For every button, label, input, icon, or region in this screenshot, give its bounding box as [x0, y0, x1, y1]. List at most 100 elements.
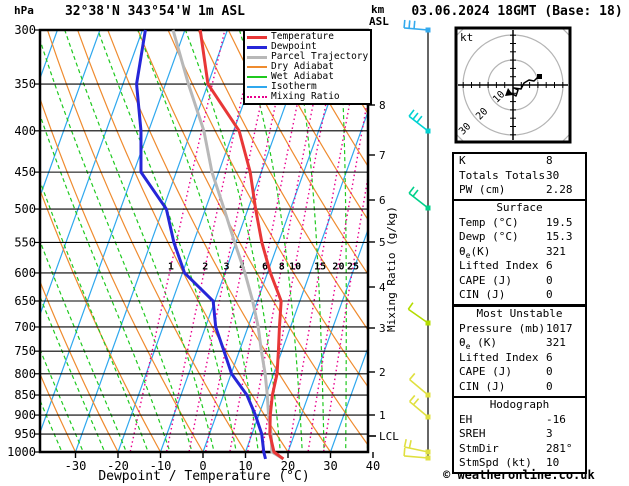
- table-row-value: 0: [546, 288, 553, 301]
- table-row-label: EH: [459, 412, 473, 426]
- table-row: PW (cm) 2.28: [454, 183, 585, 198]
- table-row-value: 30: [546, 168, 560, 182]
- mixing-ratio-axis-label: Mixing Ratio (g/kg): [385, 206, 398, 332]
- table-row-value: 2.28: [546, 183, 573, 196]
- temperature-curve: [198, 29, 285, 461]
- stats-table-title: Surface: [496, 201, 543, 214]
- table-row-value: 0: [546, 273, 553, 287]
- svg-text:25: 25: [347, 261, 359, 272]
- table-row: CAPE (J) 0: [454, 274, 585, 289]
- legend-item-label: Mixing Ratio: [271, 91, 340, 102]
- table-row-label: Lifted Index: [459, 259, 539, 272]
- table-row-label: StmDir: [459, 441, 499, 455]
- svg-text:20: 20: [281, 459, 295, 473]
- table-row-value: 321: [546, 244, 566, 258]
- svg-text:300: 300: [14, 23, 36, 37]
- svg-text:500: 500: [14, 202, 36, 216]
- svg-text:450: 450: [14, 165, 36, 179]
- table-row: Totals Totals 30: [454, 169, 585, 184]
- legend-item-label: Parcel Trajectory: [271, 51, 369, 62]
- station-title: 32°38'N 343°54'W 1m ASL: [64, 4, 245, 19]
- table-row: Lifted Index 6: [454, 351, 585, 366]
- table-row-value: 15.3: [546, 230, 573, 243]
- svg-text:-10: -10: [150, 459, 172, 473]
- svg-text:30: 30: [457, 121, 473, 137]
- x-axis-label: Dewpoint / Temperature (°C): [98, 469, 310, 484]
- table-row-label: PW (cm): [459, 183, 506, 196]
- isotherms: [40, 30, 368, 452]
- table-row-value: 0: [546, 379, 553, 393]
- svg-text:-30: -30: [65, 459, 87, 473]
- legend-item-label: Wet Adiabat: [271, 71, 334, 82]
- table-row-label: Lifted Index: [459, 350, 539, 364]
- svg-text:10: 10: [289, 261, 301, 272]
- km-ticks: 8 7 6 5 4 3 2 1: [368, 99, 386, 437]
- table-row: Temp (°C) 19.5: [454, 216, 585, 231]
- svg-text:550: 550: [14, 235, 36, 249]
- table-row: θe (K) 321: [454, 336, 585, 351]
- legend-item-label: Dry Adiabat: [271, 61, 334, 72]
- table-row: θe(K) 321: [454, 245, 585, 260]
- svg-text:2: 2: [379, 366, 386, 379]
- svg-text:900: 900: [14, 408, 36, 422]
- table-row-label: CAPE (J): [459, 273, 512, 287]
- table-row: EH -16: [454, 413, 585, 428]
- table-row-value: 281°: [546, 441, 573, 455]
- table-row-value: 321: [546, 336, 566, 349]
- svg-text:1000: 1000: [7, 445, 36, 459]
- svg-text:1: 1: [168, 261, 174, 272]
- table-row-label: K: [459, 154, 466, 167]
- table-row: Dewp (°C) 15.3: [454, 230, 585, 245]
- svg-text:750: 750: [14, 344, 36, 358]
- table-row: CAPE (J) 0: [454, 365, 585, 380]
- legend-line-sample: [247, 35, 267, 39]
- mixing-ratio-labels: 1 2 3 4 6 8 10 15 20 25: [168, 261, 359, 272]
- legend-item: Wet Adiabat: [247, 72, 368, 82]
- datetime-title: 03.06.2024 18GMT (Base: 18): [411, 4, 623, 19]
- svg-text:30: 30: [323, 459, 337, 473]
- stats-table: Hodograph EH -16 SREH 3 StmDir 281° StmSpd (kt)…: [452, 396, 587, 474]
- pressure-unit-label: hPa: [14, 4, 34, 17]
- legend-line-sample: [247, 55, 267, 59]
- svg-text:6: 6: [262, 261, 268, 272]
- svg-text:1: 1: [379, 409, 386, 422]
- table-row-label: θe (K): [459, 336, 497, 352]
- svg-text:7: 7: [379, 149, 386, 162]
- svg-text:3: 3: [224, 261, 230, 272]
- lcl-label: LCL: [379, 430, 399, 443]
- plot-frame: [38, 28, 370, 454]
- table-row-value: 1017: [546, 321, 573, 335]
- svg-text:400: 400: [14, 124, 36, 138]
- dewpoint-curve: [135, 29, 267, 460]
- legend-line-sample: [247, 66, 267, 68]
- legend-item: Dewpoint: [247, 42, 368, 52]
- legend: Temperature Dewpoint Parcel Trajectory Dry …: [243, 29, 372, 105]
- legend-line-sample: [247, 45, 267, 49]
- table-row-label: Dewp (°C): [459, 230, 519, 243]
- stats-table: Surface Temp (°C) 19.5 Dewp (°C) 15.3 θe(K) 32…: [452, 199, 587, 306]
- asl-axis-unit: ASL: [369, 15, 389, 28]
- table-row-value: 6: [546, 259, 553, 272]
- table-row-value: 19.5: [546, 215, 573, 229]
- table-row-label: CAPE (J): [459, 365, 512, 378]
- svg-text:850: 850: [14, 388, 36, 402]
- legend-item: Dry Adiabat: [247, 62, 368, 72]
- svg-text:3: 3: [379, 322, 386, 335]
- table-row: Lifted Index 6: [454, 259, 585, 274]
- svg-text:10: 10: [491, 89, 507, 105]
- hodograph-unit-label: kt: [460, 31, 474, 44]
- table-row: CIN (J) 0: [454, 380, 585, 395]
- stats-table: K 8 Totals Totals 30 PW (cm) 2.28: [452, 152, 587, 203]
- legend-item: Isotherm: [247, 82, 368, 92]
- table-row: StmSpd (kt) 10: [454, 456, 585, 471]
- table-row-label: SREH: [459, 427, 486, 440]
- legend-item-label: Dewpoint: [271, 41, 317, 52]
- stats-table: Most Unstable Pressure (mb) 1017 θe (K) 321 L…: [452, 305, 587, 400]
- wind-barbs: [403, 19, 431, 461]
- svg-text:15: 15: [314, 261, 326, 272]
- svg-text:20: 20: [332, 261, 344, 272]
